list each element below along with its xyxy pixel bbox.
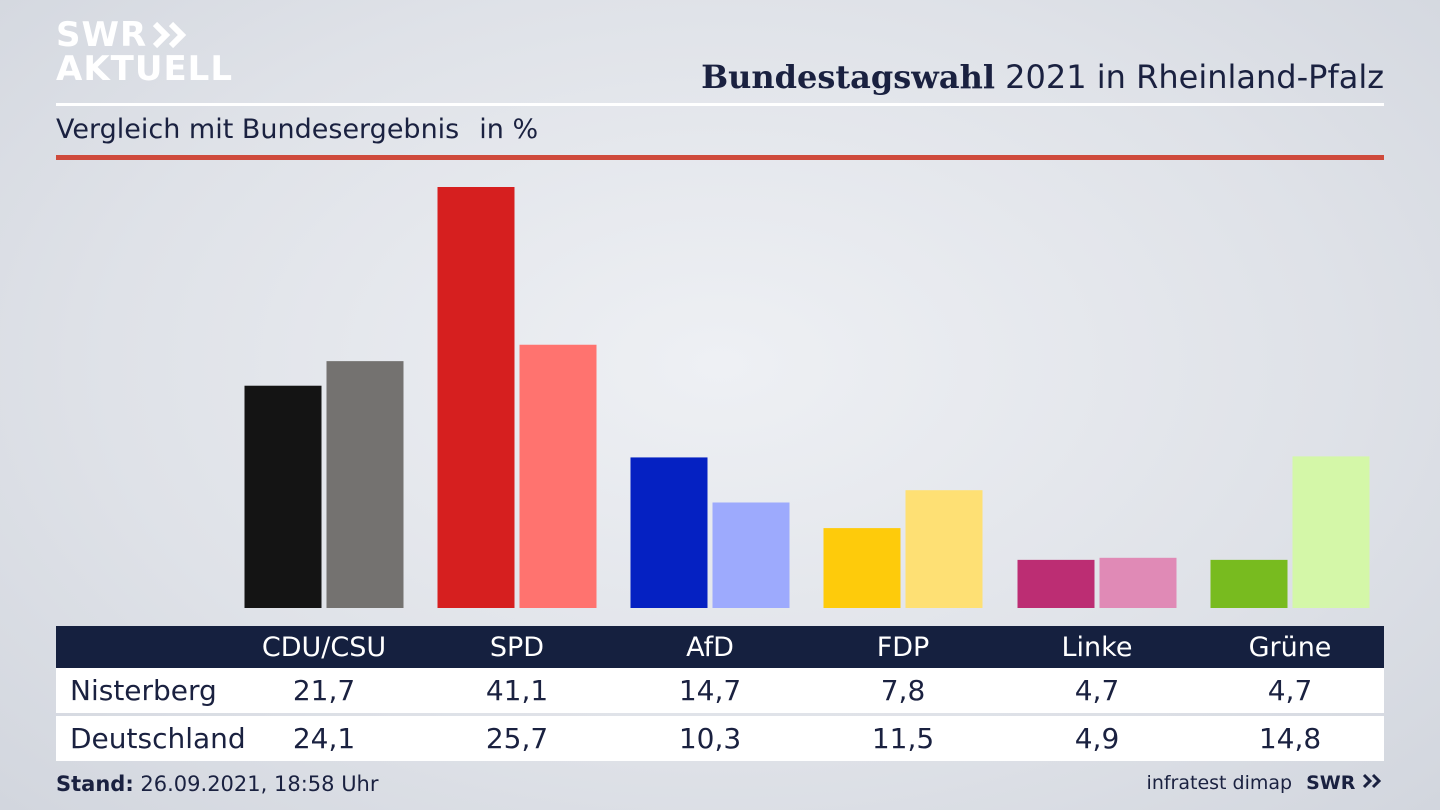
table-value-cell: 11,5: [871, 722, 935, 755]
table-body: Nisterberg 21,7 41,1 14,7 7,8 4,7 4,7 Deutschla…: [56, 668, 1384, 761]
table-value-cell: 4,7: [1074, 674, 1120, 707]
bar-fdp-nisterberg: [823, 528, 901, 608]
bar-gr-ne-nisterberg: [1210, 559, 1288, 608]
table-value-cell: 41,1: [485, 674, 549, 707]
title-rest: 2021 in Rheinland-Pfalz: [1005, 58, 1384, 96]
stand-info: Stand: 26.09.2021, 18:58 Uhr: [56, 772, 379, 796]
bar-cdu-csu-nisterberg: [244, 385, 322, 608]
bar-linke-deutschland: [1099, 557, 1177, 608]
bar-gr-ne-deutschland: [1292, 456, 1370, 608]
double-chevron-icon: [153, 21, 187, 49]
table-value-cell: 14,8: [1258, 722, 1322, 755]
source-info: infratest dimap SWR: [1147, 772, 1384, 794]
subtitle-text: Vergleich mit Bundesergebnis: [56, 114, 460, 145]
title-divider: [56, 103, 1384, 106]
table-header-cell: FDP: [876, 631, 930, 663]
bar-fdp-deutschland: [905, 490, 983, 608]
logo-line2: AKTUELL: [56, 49, 234, 89]
table-value-cell: 24,1: [292, 722, 356, 755]
table-row: Nisterberg 21,7 41,1 14,7 7,8 4,7 4,7: [56, 668, 1384, 713]
table-value-cell: 10,3: [678, 722, 742, 755]
footer-swr-logo: SWR: [1306, 772, 1384, 794]
bar-afd-nisterberg: [630, 457, 708, 608]
stand-value: 26.09.2021, 18:58 Uhr: [140, 772, 379, 796]
chart-subtitle: Vergleich mit Bundesergebnis in %: [56, 114, 538, 145]
bar-linke-nisterberg: [1017, 559, 1095, 608]
bar-cdu-csu-deutschland: [326, 361, 404, 608]
table-value-cell: 25,7: [485, 722, 549, 755]
table-value-cell: 4,9: [1074, 722, 1120, 755]
footer-chevron-icon: [1362, 773, 1382, 789]
subtitle-unit: in %: [479, 114, 539, 145]
accent-divider: [56, 155, 1384, 160]
table-value-cell: 14,7: [678, 674, 742, 707]
title-bold: Bundestagswahl: [701, 58, 995, 96]
table-header-cell: CDU/CSU: [261, 631, 387, 663]
bar-spd-deutschland: [519, 344, 597, 608]
table-value-cell: 21,7: [292, 674, 356, 707]
bar-spd-nisterberg: [437, 187, 515, 608]
stand-label: Stand:: [56, 772, 134, 796]
table-header-cell: SPD: [489, 631, 545, 663]
table-header-cell: AfD: [686, 631, 734, 663]
table-header-cell: Grüne: [1248, 631, 1332, 663]
table-row: Deutschland 24,1 25,7 10,3 11,5 4,9 14,8: [56, 716, 1384, 761]
table-header: CDU/CSU SPD AfD FDP Linke Grüne: [56, 626, 1384, 668]
table-header-cell: Linke: [1061, 631, 1133, 663]
chart-title: Bundestagswahl 2021 in Rheinland-Pfalz: [701, 58, 1384, 96]
row-label: Nisterberg: [70, 674, 217, 707]
results-table: CDU/CSU SPD AfD FDP Linke Grüne Nisterberg 21,…: [56, 626, 1384, 761]
table-value-cell: 7,8: [880, 674, 926, 707]
swr-aktuell-logo: SWR AKTUELL: [56, 18, 233, 86]
bar-afd-deutschland: [712, 502, 790, 608]
source-text: infratest dimap: [1146, 772, 1293, 794]
logo-line1: SWR: [56, 15, 148, 55]
row-label: Deutschland: [70, 722, 246, 755]
table-value-cell: 4,7: [1267, 674, 1313, 707]
